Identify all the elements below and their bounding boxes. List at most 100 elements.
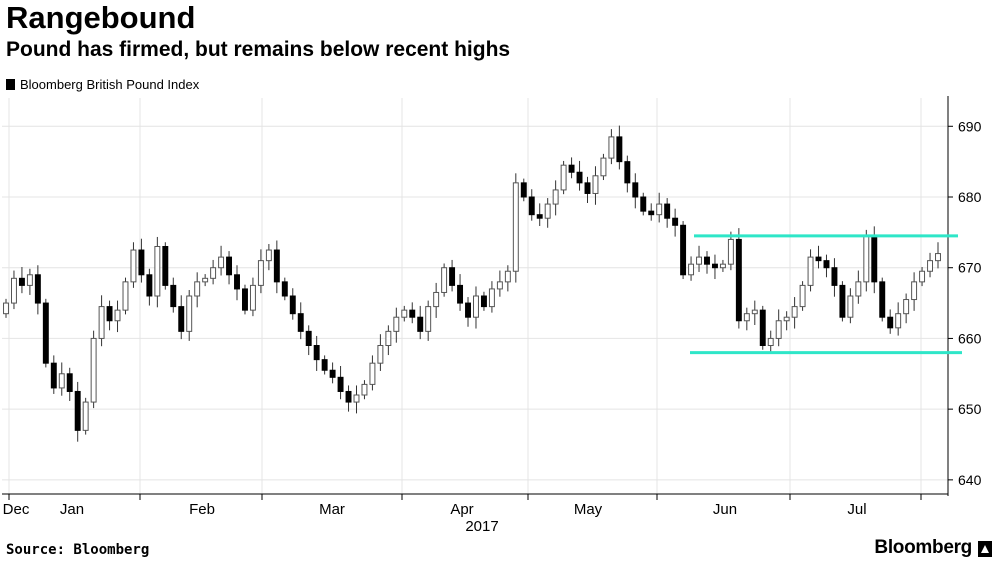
- x-tick-label: May: [574, 501, 603, 518]
- candle-up: [257, 260, 264, 286]
- candle-up: [210, 267, 217, 279]
- candle-down: [417, 316, 424, 332]
- candle-down: [313, 345, 320, 361]
- candle-down: [321, 359, 328, 371]
- candle-up: [863, 235, 870, 283]
- candle-up: [552, 189, 559, 205]
- candle-down: [465, 302, 471, 318]
- candle-down: [74, 390, 81, 431]
- candle-up: [847, 295, 854, 318]
- candle-up: [807, 256, 814, 286]
- candle-up: [496, 281, 503, 290]
- y-tick-label: 640: [958, 472, 982, 488]
- candle-up: [353, 394, 360, 403]
- candle-up: [688, 263, 695, 276]
- brand-logo: Bloomberg: [874, 537, 972, 558]
- x-tick-label: Feb: [189, 501, 215, 518]
- candle-down: [831, 267, 838, 286]
- candle-down: [345, 390, 352, 403]
- candle-down: [234, 274, 240, 290]
- candle-down: [281, 281, 288, 297]
- candle-down: [226, 256, 233, 276]
- candle-down: [297, 313, 304, 332]
- candle-down: [672, 217, 679, 226]
- candle-up: [10, 277, 17, 304]
- candle-down: [680, 224, 687, 276]
- candle-up: [775, 320, 782, 339]
- candle-up: [696, 256, 702, 265]
- candle-down: [815, 256, 822, 262]
- candle-down: [576, 171, 583, 184]
- candle-down: [162, 246, 169, 286]
- x-tick-label: Apr: [450, 501, 473, 518]
- bloomberg-mark-icon: [978, 541, 992, 557]
- candle-down: [520, 182, 527, 198]
- candle-up: [369, 362, 376, 385]
- candle-up: [265, 249, 272, 262]
- candle-down: [449, 267, 456, 286]
- candle-down: [735, 238, 742, 322]
- candle-down: [632, 182, 639, 198]
- candle-down: [273, 249, 280, 283]
- candle-up: [935, 253, 941, 262]
- candle-up: [90, 337, 97, 403]
- candle-up: [799, 284, 806, 308]
- chart-title: Rangebound: [6, 0, 196, 35]
- candle-up: [743, 313, 750, 322]
- x-tick-label: Jun: [713, 501, 737, 518]
- candle-up: [608, 136, 615, 159]
- candle-up: [401, 309, 408, 318]
- candle-up: [751, 309, 758, 315]
- candle-up: [560, 164, 567, 191]
- candle-down: [624, 161, 631, 184]
- candle-down: [839, 284, 846, 318]
- candle-down: [648, 210, 655, 216]
- candle-down: [289, 295, 296, 315]
- candle-up: [122, 281, 129, 311]
- candle-down: [871, 235, 878, 283]
- candle-down: [337, 376, 344, 392]
- candle-up: [767, 337, 774, 346]
- candle-up: [488, 288, 495, 308]
- candle-up: [194, 281, 201, 297]
- candle-down: [711, 263, 718, 269]
- legend-label: Bloomberg British Pound Index: [20, 77, 200, 92]
- candle-up: [385, 330, 392, 347]
- candle-down: [138, 249, 145, 276]
- candle-down: [18, 277, 25, 286]
- candle-down: [50, 362, 57, 389]
- candle-up: [783, 316, 790, 322]
- candle-down: [305, 330, 312, 347]
- candle-down: [704, 256, 710, 265]
- candle-up: [544, 203, 551, 219]
- candle-up: [927, 260, 934, 272]
- candle-up: [249, 284, 256, 311]
- candle-down: [106, 306, 113, 322]
- candle-down: [584, 182, 591, 194]
- y-tick-label: 670: [958, 260, 982, 276]
- candle-up: [855, 281, 862, 297]
- candle-down: [170, 284, 177, 308]
- y-tick-label: 680: [958, 189, 982, 205]
- candle-up: [600, 157, 607, 177]
- candle-down: [146, 274, 153, 297]
- legend: Bloomberg British Pound Index: [6, 77, 199, 92]
- candle-up: [393, 316, 400, 332]
- x-tick-label: Jan: [60, 501, 84, 518]
- candle-down: [457, 284, 464, 304]
- candle-down: [480, 295, 487, 308]
- candle-up: [895, 313, 902, 329]
- candle-up: [361, 383, 368, 396]
- candle-up: [3, 302, 9, 315]
- candle-down: [34, 274, 41, 304]
- candle-up: [441, 267, 448, 293]
- candle-up: [186, 295, 193, 332]
- candle-up: [512, 182, 519, 272]
- candle-up: [903, 299, 910, 315]
- chart-subtitle: Pound has firmed, but remains below rece…: [6, 38, 511, 61]
- candle-up: [377, 345, 384, 364]
- candle-down: [759, 309, 766, 346]
- x-tick-label: Jul: [847, 501, 866, 518]
- y-tick-label: 650: [958, 401, 982, 417]
